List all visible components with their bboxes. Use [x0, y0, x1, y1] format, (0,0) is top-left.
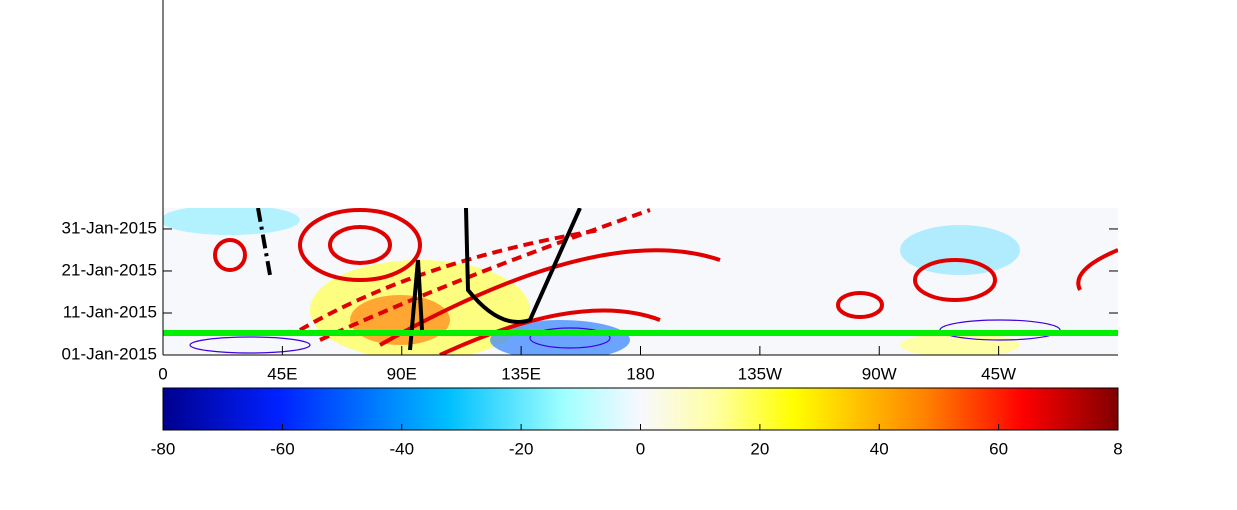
- y-tick-label: 11-Jan-2015: [63, 302, 157, 321]
- colorbar-tick-label: 60: [989, 439, 1008, 458]
- x-tick-label: 135W: [738, 364, 782, 383]
- x-tick-label: 0: [158, 364, 167, 383]
- x-tick-label: 90W: [862, 364, 897, 383]
- colorbar-tick-label: -40: [389, 439, 414, 458]
- x-tick-label: 90E: [387, 364, 417, 383]
- colorbar-tick-label: 40: [870, 439, 889, 458]
- x-tick-label: 45E: [267, 364, 297, 383]
- y-tick-label: 01-Jan-2015: [62, 344, 157, 363]
- colorbar-tick-label: 0: [636, 439, 645, 458]
- colorbar-tick-label: -60: [270, 439, 295, 458]
- field: [163, 208, 1118, 355]
- colorbar-tick-label: -20: [509, 439, 534, 458]
- colorbar: [162, 387, 1119, 431]
- x-tick-label: 45W: [981, 364, 1016, 383]
- y-tick-label: 21-Jan-2015: [62, 260, 157, 279]
- colorbar-tick-label: -80: [151, 439, 176, 458]
- x-tick-label: 135E: [501, 364, 541, 383]
- x-tick-label: 180: [626, 364, 654, 383]
- colorbar-tick-label: 20: [750, 439, 769, 458]
- colorbar-tick-label: 8: [1113, 439, 1122, 458]
- y-tick-label: 31-Jan-2015: [62, 218, 157, 237]
